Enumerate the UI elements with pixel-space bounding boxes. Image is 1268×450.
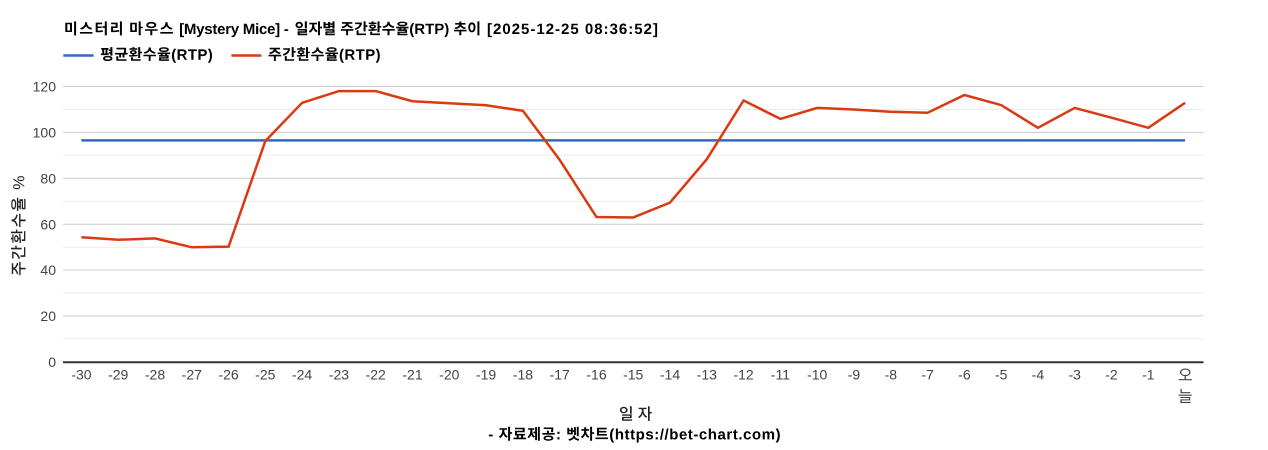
svg-text:-24: -24	[292, 367, 312, 383]
svg-text:-9: -9	[848, 367, 861, 383]
svg-text:-30: -30	[71, 367, 91, 383]
svg-text:-18: -18	[513, 367, 533, 383]
svg-text:-23: -23	[329, 367, 349, 383]
svg-text:-22: -22	[366, 367, 386, 383]
svg-text:40: 40	[40, 262, 56, 278]
svg-text:60: 60	[40, 216, 56, 232]
svg-text:-16: -16	[586, 367, 606, 383]
svg-text:-2: -2	[1105, 367, 1118, 383]
svg-text:120: 120	[33, 79, 57, 95]
svg-text:-14: -14	[660, 367, 680, 383]
svg-text:-25: -25	[255, 367, 275, 383]
svg-text:-21: -21	[402, 367, 422, 383]
svg-text:100: 100	[33, 125, 57, 141]
svg-text:-1: -1	[1142, 367, 1155, 383]
svg-text:-10: -10	[807, 367, 827, 383]
svg-text:-3: -3	[1068, 367, 1081, 383]
svg-text:-15: -15	[623, 367, 643, 383]
svg-text:-17: -17	[550, 367, 570, 383]
svg-text:-27: -27	[182, 367, 202, 383]
svg-text:-13: -13	[697, 367, 717, 383]
svg-text:20: 20	[40, 308, 56, 324]
svg-text:-7: -7	[921, 367, 934, 383]
svg-text:-11: -11	[771, 367, 790, 383]
svg-text:-12: -12	[733, 367, 753, 383]
svg-text:-4: -4	[1032, 367, 1045, 383]
svg-text:-26: -26	[218, 367, 238, 383]
svg-text:-5: -5	[995, 367, 1008, 383]
svg-text:-6: -6	[958, 367, 971, 383]
svg-text:-19: -19	[476, 367, 496, 383]
svg-text:-28: -28	[145, 367, 165, 383]
svg-text:-8: -8	[885, 367, 898, 383]
svg-text:-20: -20	[439, 367, 459, 383]
svg-text:0: 0	[48, 354, 56, 370]
svg-text:-29: -29	[108, 367, 128, 383]
svg-text:80: 80	[40, 171, 56, 187]
